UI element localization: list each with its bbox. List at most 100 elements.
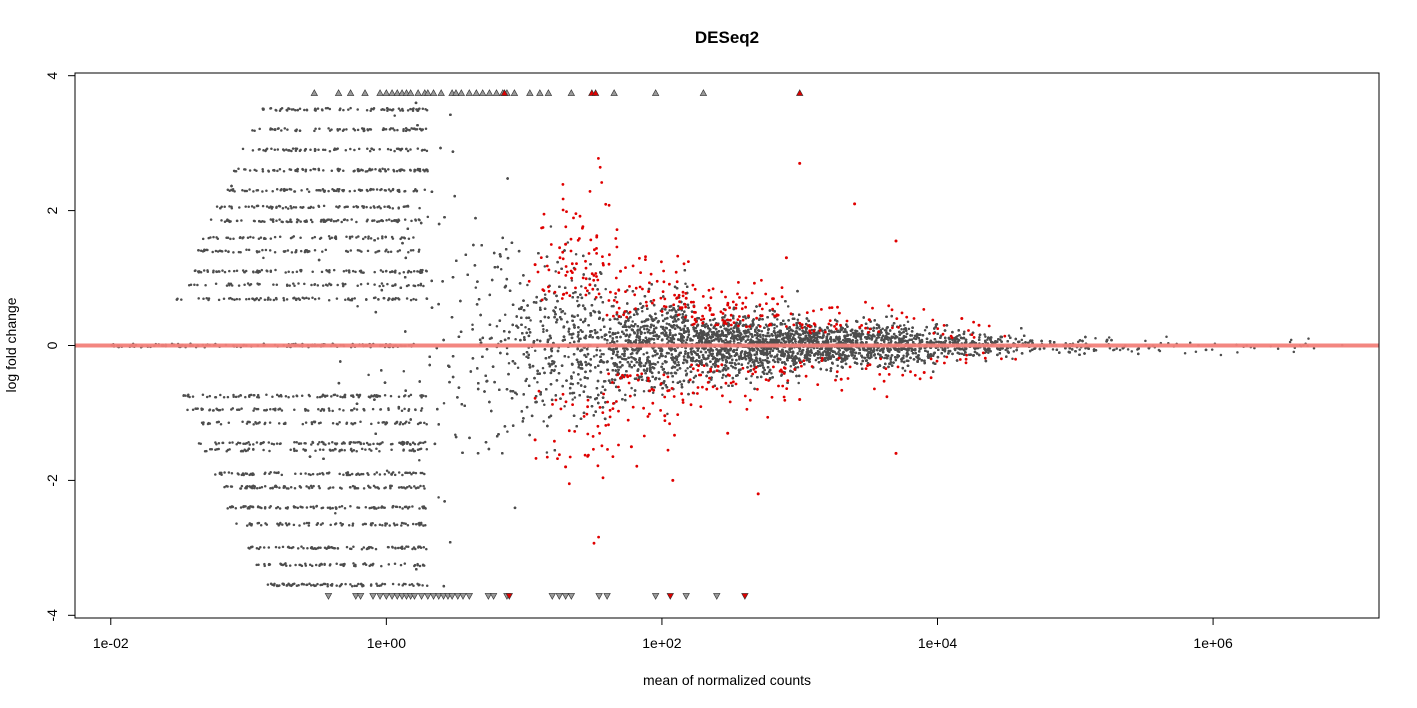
data-point [423, 472, 426, 476]
data-point [277, 422, 281, 425]
data-point [414, 187, 417, 191]
data-point [542, 420, 545, 423]
data-point [242, 473, 245, 477]
data-point [285, 148, 288, 151]
data-point [834, 352, 838, 356]
data-point [360, 188, 364, 192]
data-point [394, 283, 397, 287]
data-point [395, 169, 399, 173]
data-point [255, 189, 258, 192]
data-point [394, 296, 398, 300]
data-point [353, 441, 357, 444]
data-point [387, 408, 390, 412]
data-point [400, 524, 403, 527]
data-point [402, 394, 406, 398]
data-point [978, 336, 981, 339]
data-point [369, 206, 372, 209]
data-point [238, 441, 242, 445]
data-point [397, 189, 401, 193]
data-point [268, 421, 272, 424]
data-point [279, 108, 283, 111]
data-point [279, 188, 282, 192]
data-point [309, 168, 312, 172]
data-point [641, 309, 644, 313]
data-point [314, 449, 317, 452]
data-point [417, 546, 420, 549]
data-point [259, 524, 263, 527]
data-point [406, 524, 410, 527]
data-point [318, 486, 321, 490]
data-point [340, 442, 344, 445]
data-point [729, 327, 733, 330]
data-point [533, 349, 537, 352]
data-point [297, 442, 301, 445]
data-point [347, 108, 350, 111]
data-point [266, 583, 270, 586]
data-point [1012, 350, 1016, 353]
data-point [776, 318, 779, 321]
data-point [360, 472, 363, 476]
data-point [425, 448, 429, 451]
data-point [212, 271, 215, 274]
data-point [624, 393, 627, 397]
data-point [401, 443, 405, 446]
data-point [317, 407, 320, 411]
data-point [798, 349, 801, 353]
data-point [343, 442, 346, 445]
data-point [405, 147, 408, 151]
data-point [398, 249, 402, 252]
data-point [410, 449, 413, 452]
data-point [413, 442, 417, 446]
data-point [351, 524, 354, 527]
data-point [391, 187, 395, 191]
data-point [228, 505, 232, 509]
data-point [368, 564, 371, 568]
data-point [322, 169, 325, 172]
data-point [200, 408, 204, 412]
data-point [1051, 348, 1055, 351]
data-point [684, 369, 687, 373]
data-point [367, 473, 370, 477]
data-point [405, 420, 408, 423]
data-point [338, 407, 341, 411]
data-point [223, 270, 227, 274]
data-point [249, 486, 252, 489]
data-point [352, 169, 356, 173]
data-point [345, 422, 348, 426]
data-point [789, 350, 792, 354]
data-point [232, 393, 235, 397]
data-point [397, 583, 401, 586]
data-point [423, 170, 426, 173]
data-point [313, 547, 317, 550]
data-point [225, 284, 229, 287]
data-point [332, 189, 336, 192]
data-point [335, 506, 338, 510]
data-point [549, 225, 553, 228]
data-point [372, 442, 375, 446]
data-point [391, 284, 395, 287]
data-point [258, 486, 262, 490]
data-point [275, 471, 278, 475]
data-point [282, 250, 286, 253]
data-point [545, 451, 549, 454]
data-point [247, 297, 251, 301]
data-point [366, 170, 369, 173]
data-point [385, 218, 388, 222]
data-point [349, 249, 353, 252]
data-point [269, 407, 272, 411]
data-point [336, 547, 340, 550]
data-point [247, 205, 250, 209]
data-point [324, 248, 328, 252]
data-point [386, 205, 389, 208]
data-point [226, 188, 230, 192]
data-point [342, 108, 345, 112]
data-point [272, 283, 275, 286]
data-point [349, 583, 352, 586]
data-point [299, 505, 302, 508]
data-point [262, 256, 265, 260]
data-point [303, 249, 307, 253]
data-point [353, 148, 356, 152]
data-point [331, 441, 334, 444]
data-point [332, 219, 336, 223]
